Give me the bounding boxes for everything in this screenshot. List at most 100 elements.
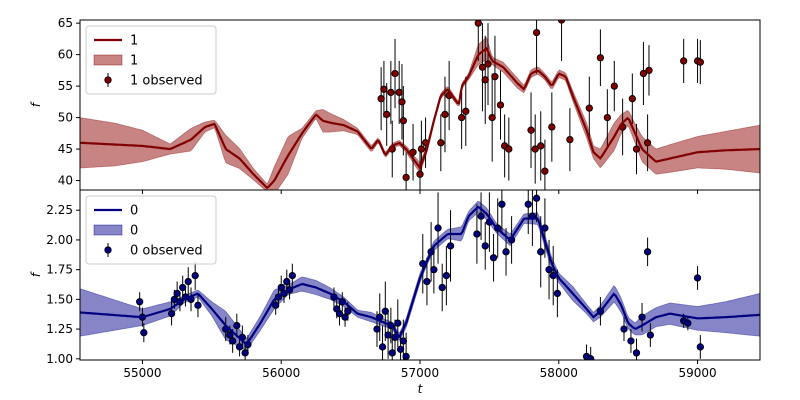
data-point	[430, 266, 438, 274]
legend-label: 1	[130, 34, 138, 49]
data-point	[585, 104, 593, 112]
y-axis-label: f	[29, 101, 43, 107]
data-point	[402, 352, 410, 360]
data-point	[489, 254, 498, 262]
data-point	[194, 301, 202, 309]
data-point	[545, 266, 553, 274]
x-tick-label: 55000	[123, 366, 161, 380]
observations	[377, 20, 704, 190]
top-panel: 40 45 50 55 60 65 f 1 1 1 observed	[29, 16, 761, 194]
data-point	[277, 283, 285, 292]
data-point	[184, 277, 192, 286]
data-point	[537, 142, 545, 150]
legend-box	[85, 195, 217, 265]
x-tick-label: 56000	[262, 366, 300, 380]
data-point	[396, 345, 405, 353]
y-tick-label: 65	[58, 16, 73, 30]
data-point	[378, 343, 387, 351]
data-point	[696, 343, 704, 351]
data-point	[446, 242, 455, 250]
legend-point-swatch	[104, 76, 112, 84]
data-point	[191, 271, 199, 280]
x-axis-label: t	[418, 382, 424, 396]
data-point	[442, 271, 451, 280]
data-point	[335, 309, 344, 318]
bottom-panel: 55000 56000 57000 58000 59000 1.00 1.25 1.50 1.7…	[29, 189, 761, 396]
data-point	[603, 113, 611, 122]
data-point	[610, 82, 618, 90]
data-point	[627, 337, 635, 345]
legend-label: 1 observed	[130, 74, 203, 89]
data-point	[645, 66, 653, 75]
data-point	[288, 271, 296, 280]
data-point	[272, 301, 280, 309]
data-point	[383, 110, 391, 119]
data-point	[394, 319, 402, 327]
data-point	[344, 307, 352, 315]
y-tick-label: 1.00	[46, 352, 73, 366]
y-axis-label: f	[29, 271, 43, 277]
data-point	[173, 289, 181, 298]
data-point	[387, 88, 395, 97]
data-point	[417, 145, 426, 153]
mean-line	[80, 205, 760, 346]
data-point	[531, 145, 539, 153]
ticks: 55000 56000 57000 58000 59000 1.00 1.25 1.50 1.7…	[46, 203, 716, 380]
y-tick-label: 50	[58, 111, 73, 125]
y-tick-label: 2.25	[46, 203, 73, 217]
data-point	[233, 321, 241, 330]
data-point	[488, 113, 496, 122]
legend-label: 0	[130, 204, 138, 219]
data-point	[639, 69, 648, 78]
data-point	[632, 349, 641, 357]
data-point	[646, 331, 655, 339]
data-point	[596, 54, 605, 62]
data-point	[557, 20, 566, 24]
data-point	[416, 170, 424, 178]
uncertainty-band	[80, 36, 760, 190]
legend-point-swatch	[104, 246, 112, 254]
data-point	[441, 110, 449, 119]
data-point	[437, 139, 445, 147]
data-point	[136, 298, 144, 306]
data-point	[377, 95, 385, 103]
data-point	[696, 58, 704, 66]
data-point	[541, 167, 549, 175]
data-point	[167, 309, 176, 318]
data-point	[398, 98, 406, 106]
data-point	[434, 224, 442, 232]
data-point	[402, 173, 410, 182]
y-tick-label: 45	[58, 142, 73, 156]
plot-area	[80, 190, 760, 360]
x-tick-label: 58000	[540, 366, 578, 380]
y-tick-label: 1.50	[46, 292, 73, 306]
data-point	[620, 325, 628, 333]
data-point	[527, 126, 535, 134]
data-point	[481, 242, 489, 250]
data-point	[341, 313, 349, 321]
data-point	[684, 319, 692, 327]
data-point	[391, 69, 399, 78]
data-point	[462, 107, 470, 115]
mean-line	[80, 46, 760, 190]
data-point	[395, 88, 403, 97]
data-point	[388, 349, 396, 357]
data-point	[587, 355, 595, 360]
data-point	[481, 76, 489, 84]
legend: 0 0 0 observed	[85, 195, 217, 265]
legend-label: 0	[130, 224, 138, 239]
ticks: 40 45 50 55 60 65	[58, 16, 699, 194]
data-point	[524, 200, 532, 208]
data-point	[241, 349, 249, 357]
data-point	[498, 200, 506, 208]
data-point	[532, 28, 541, 37]
data-point	[474, 20, 482, 27]
data-point	[235, 343, 244, 351]
data-point	[283, 277, 291, 286]
y-tick-label: 60	[58, 48, 73, 62]
data-point	[553, 289, 562, 298]
data-point	[537, 248, 545, 256]
data-point	[473, 230, 481, 238]
data-point	[532, 194, 541, 202]
data-point	[179, 283, 187, 292]
